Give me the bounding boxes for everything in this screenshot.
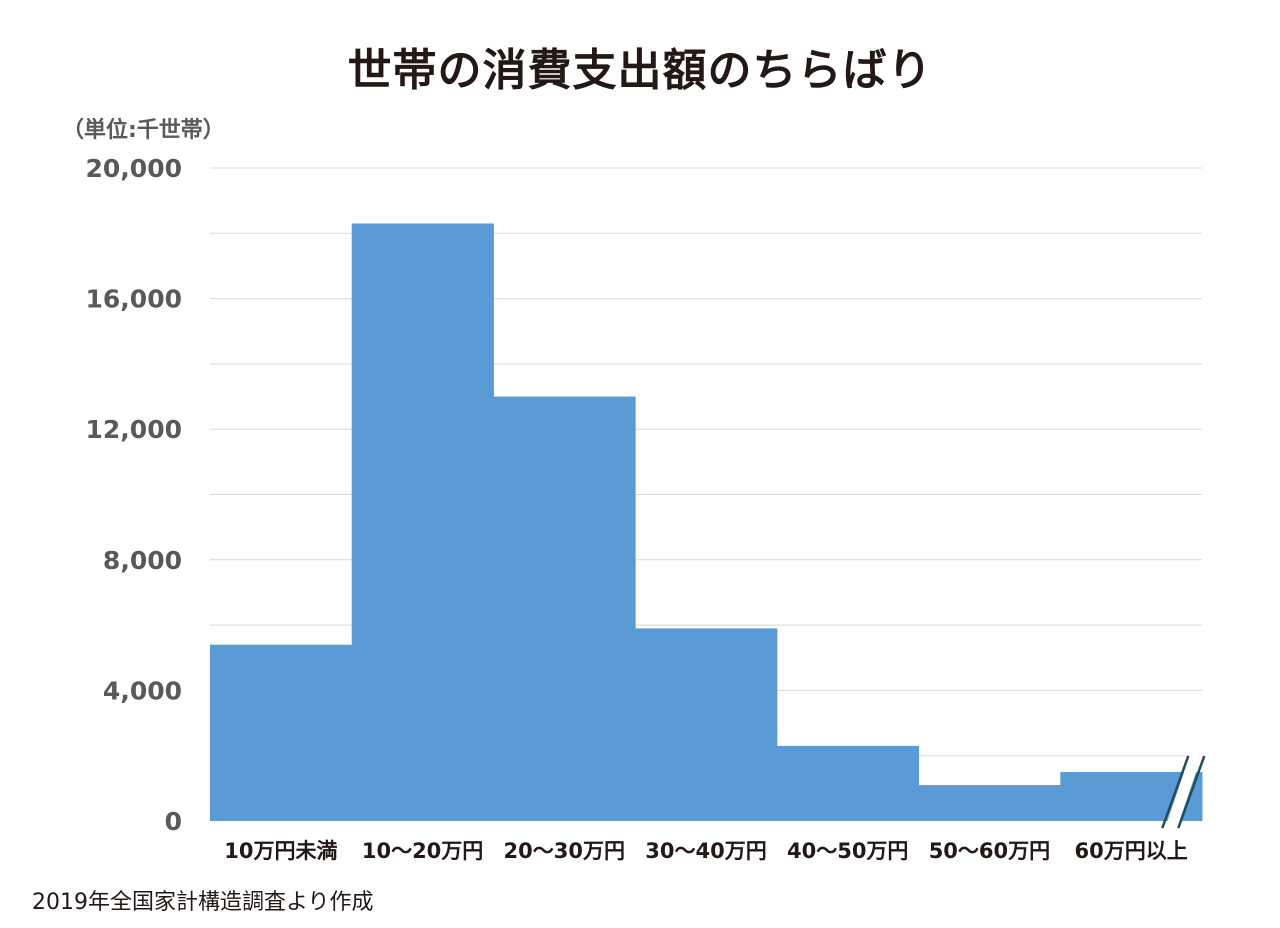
- axis-break-mark: [1161, 754, 1206, 830]
- bar: [776, 745, 920, 821]
- x-category-label: 10～20万円: [362, 839, 483, 863]
- y-tick-label: 0: [165, 807, 182, 836]
- y-tick-label: 4,000: [103, 676, 182, 705]
- unit-label: （単位:千世帯）: [62, 118, 225, 143]
- bar: [635, 628, 778, 821]
- x-category-label: 50～60万円: [929, 839, 1050, 863]
- x-category-label: 60万円以上: [1075, 839, 1188, 863]
- bar: [918, 785, 1061, 821]
- source-note: 2019年全国家計構造調査より作成: [32, 890, 374, 915]
- bar-layer: [210, 223, 1203, 821]
- bar: [493, 396, 636, 821]
- bar: [351, 223, 494, 821]
- x-category-label: 30～40万円: [645, 839, 766, 863]
- y-tick-label: 12,000: [86, 415, 182, 444]
- y-tick-label: 8,000: [103, 546, 182, 575]
- y-tick-label: 20,000: [86, 154, 182, 183]
- axis-break-line: [1161, 755, 1190, 829]
- x-category-label: 10万円未満: [224, 839, 337, 863]
- chart-title: 世帯の消費支出額のちらばり: [347, 45, 933, 96]
- x-category-label: 20～30万円: [504, 839, 625, 863]
- axis-break-gap: [1164, 754, 1203, 830]
- x-axis-categories: 10万円未満 10～20万円 20～30万円 30～40万円 40～50万円 50～60万…: [224, 839, 1188, 863]
- bar: [210, 644, 353, 821]
- axis-break-line: [1177, 755, 1206, 829]
- y-axis-ticks: 0 4,000 8,000 12,000 16,000 20,000: [86, 154, 182, 836]
- y-tick-label: 16,000: [86, 285, 182, 314]
- x-category-label: 40～50万円: [787, 839, 908, 863]
